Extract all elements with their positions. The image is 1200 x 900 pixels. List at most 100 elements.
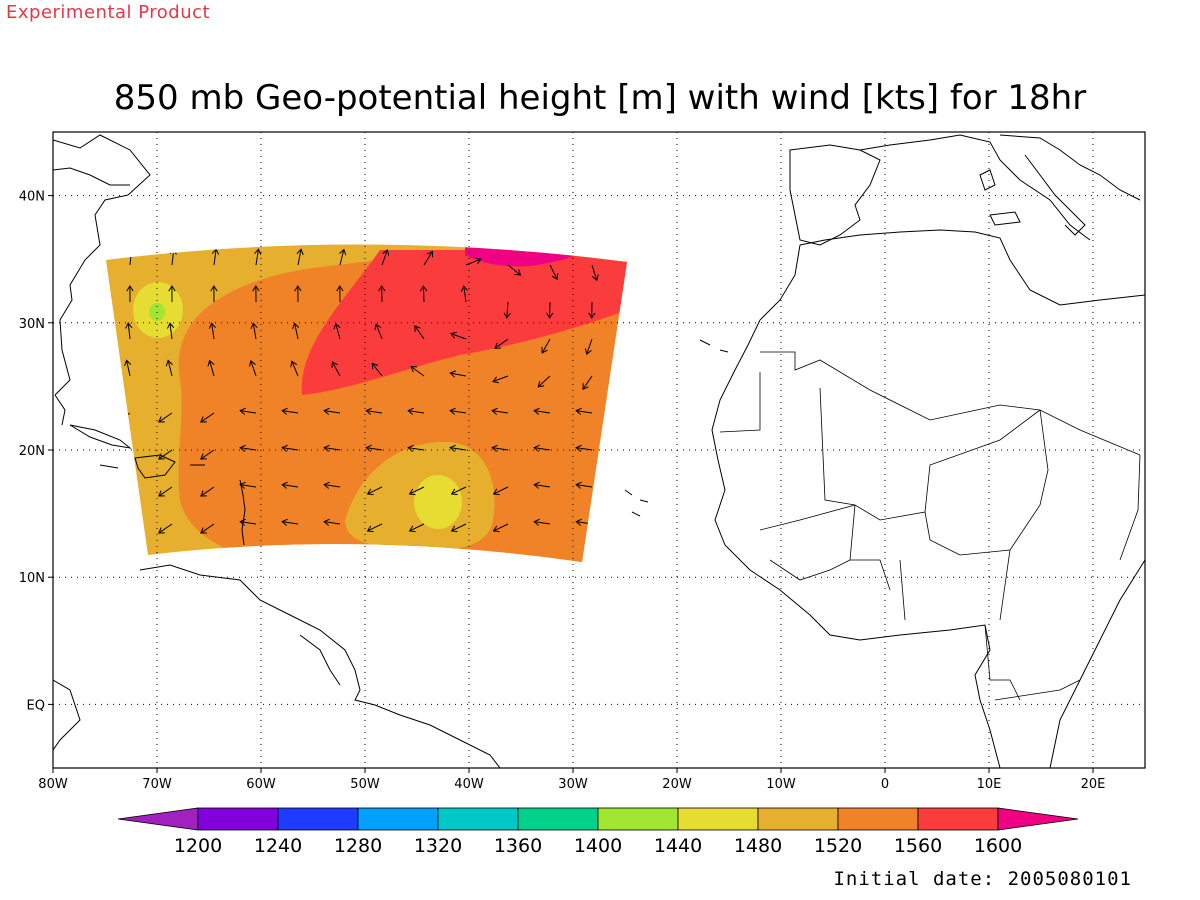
wind-arrow [116, 449, 131, 460]
wind-arrow [371, 362, 383, 377]
wind-arrow [239, 407, 257, 415]
colorbar-extend-low [117, 807, 199, 831]
wind-arrow [281, 481, 299, 489]
country-borders [719, 351, 1141, 701]
wind-arrow [408, 523, 425, 533]
wind-arrow [296, 248, 304, 266]
axis-ticks [48, 195, 1094, 773]
wind-arrow [124, 359, 132, 377]
wind-arrow [208, 322, 216, 340]
lon-tick-label: 80W [38, 777, 68, 792]
colorbar [117, 807, 1079, 831]
wind-arrow [503, 301, 511, 319]
wind-arrow [381, 249, 390, 266]
wind-arrow [491, 407, 509, 415]
wind-arrow [331, 361, 341, 377]
wind-arrow [168, 285, 176, 303]
colorbar-segment [277, 807, 359, 831]
wind-arrow [407, 444, 425, 452]
lat-tick-label: 20N [19, 444, 45, 459]
wind-arrow [336, 285, 344, 303]
wind-arrow [290, 360, 299, 377]
wind-arrow [414, 325, 425, 340]
wind-arrow [323, 407, 341, 415]
wind-arrow [533, 481, 551, 489]
wind-arrow [492, 486, 509, 496]
lat-tick-label: 10N [19, 571, 45, 586]
wind-arrow [533, 407, 551, 415]
wind-arrow [125, 322, 133, 340]
wind-arrow [494, 338, 509, 349]
wind-arrow [450, 523, 467, 533]
wind-arrow [549, 264, 559, 281]
colorbar-segment [517, 807, 599, 831]
latitude-labels: 40N 30N 20N 10N EQ [19, 190, 45, 714]
colorbar-level-label: 1240 [254, 835, 302, 857]
colorbar-level-label: 1520 [814, 835, 862, 857]
wind-arrow [575, 481, 593, 489]
wind-arrow [323, 481, 341, 489]
wind-arrow [575, 407, 593, 415]
wind-arrow [292, 322, 300, 340]
wind-arrow [158, 523, 173, 534]
wind-arrow [366, 523, 383, 533]
wind-arrow [116, 486, 131, 497]
wind-arrow [533, 444, 551, 452]
wind-arrow [116, 523, 131, 534]
wind-arrow [239, 481, 257, 489]
wind-arrow [210, 285, 218, 303]
wind-arrow [546, 301, 554, 319]
wind-arrow [333, 322, 341, 340]
wind-arrow [588, 301, 596, 319]
experimental-product-label: Experimental Product [6, 2, 211, 23]
wind-arrow [239, 444, 257, 452]
colorbar-level-label: 1280 [334, 835, 382, 857]
colorbar-level-label: 1200 [174, 835, 222, 857]
height-band-1440-1480-south [414, 475, 462, 529]
wind-arrow [374, 323, 383, 340]
colorbar-level-label: 1480 [734, 835, 782, 857]
longitude-labels: 80W 70W 60W 50W 40W 30W 20W 10W 0 10E 20E [38, 777, 1105, 792]
wind-arrow [339, 248, 347, 266]
lon-tick-label: 50W [350, 777, 380, 792]
coastlines [53, 134, 1145, 768]
colorbar-level-label: 1440 [654, 835, 702, 857]
colorbar-level-label: 1600 [974, 835, 1022, 857]
wind-arrow [281, 518, 299, 526]
wind-arrow [423, 250, 434, 266]
lon-tick-label: 0 [881, 777, 889, 792]
wind-arrow [365, 407, 383, 415]
wind-arrow [366, 486, 383, 496]
colorbar-level-label: 1360 [494, 835, 542, 857]
wind-arrow [507, 264, 522, 276]
wind-arrow [323, 518, 341, 526]
wind-arrow [450, 331, 467, 340]
colorbar-segment [757, 807, 839, 831]
geopotential-height-field [106, 244, 627, 562]
wind-arrow [584, 338, 593, 355]
lon-tick-label: 30W [558, 777, 588, 792]
wind-arrow [165, 359, 173, 377]
wind-arrow [449, 407, 467, 415]
wind-arrow [166, 322, 175, 340]
wind-arrow [207, 359, 215, 377]
wind-arrow [533, 518, 551, 526]
wind-arrow [200, 523, 215, 534]
wind-arrow [410, 365, 425, 377]
colorbar-segment [837, 807, 919, 831]
wind-arrow [252, 285, 260, 303]
colorbar-segment [357, 807, 439, 831]
wind-arrow [126, 285, 134, 303]
wind-arrow [158, 486, 173, 497]
lat-lon-grid [53, 132, 1145, 768]
wind-arrow [465, 257, 482, 266]
wind-arrow [591, 264, 599, 282]
wind-arrow [449, 370, 467, 378]
wind-arrow [365, 444, 383, 452]
wind-arrow [294, 285, 302, 303]
lon-tick-label: 70W [142, 777, 172, 792]
wind-arrow [450, 486, 467, 496]
wind-arrow [492, 523, 509, 533]
wind-arrow [575, 444, 593, 452]
